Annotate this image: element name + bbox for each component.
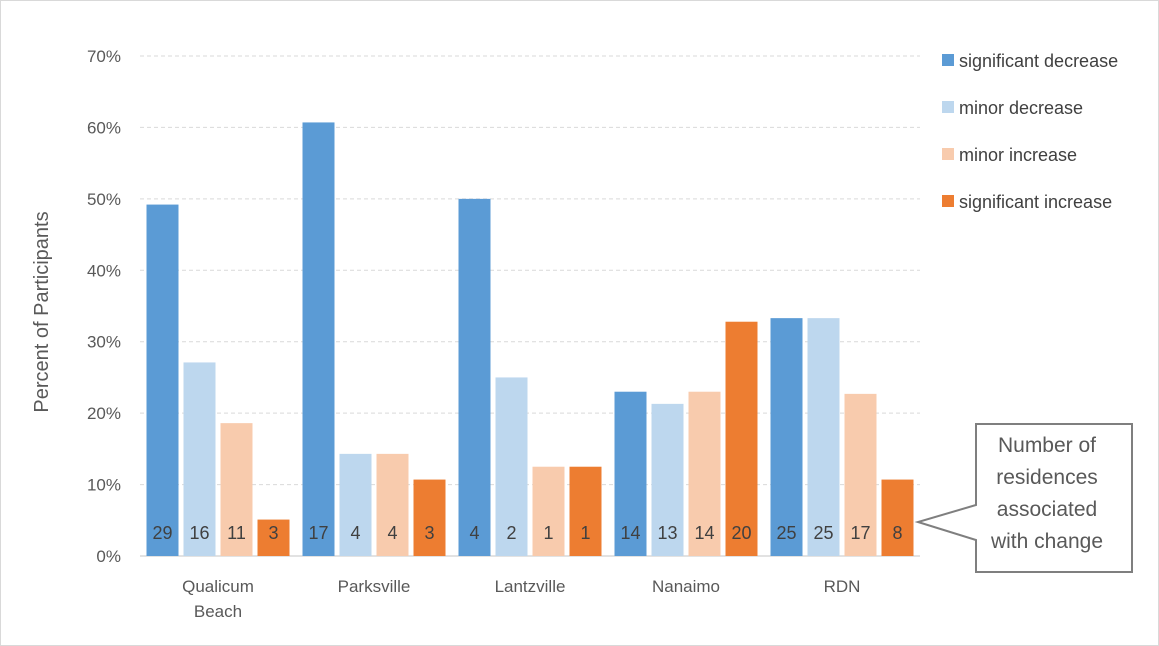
legend-label: significant decrease — [959, 51, 1118, 71]
x-tick-label: Beach — [194, 602, 242, 621]
bar-count-label: 17 — [308, 523, 328, 543]
bar-count-label: 4 — [469, 523, 479, 543]
bar-count-label: 11 — [227, 523, 246, 543]
callout-text: with change — [990, 530, 1103, 553]
bar-count-label: 2 — [506, 523, 516, 543]
x-tick-label: Qualicum — [182, 577, 254, 596]
bar-count-label: 29 — [152, 523, 172, 543]
y-tick-label: 40% — [87, 261, 121, 280]
bar-count-label: 16 — [189, 523, 209, 543]
bar-count-label: 13 — [657, 523, 677, 543]
callout-text: Number of — [998, 434, 1096, 457]
y-tick-label: 50% — [87, 190, 121, 209]
legend-swatch — [942, 195, 954, 207]
bar-count-label: 14 — [620, 523, 640, 543]
bar — [147, 205, 179, 556]
callout-text: associated — [997, 498, 1097, 521]
bar — [726, 322, 758, 556]
y-tick-label: 30% — [87, 333, 121, 352]
bar-count-label: 3 — [268, 523, 278, 543]
bar-count-label: 17 — [850, 523, 870, 543]
y-tick-label: 10% — [87, 476, 121, 495]
y-tick-label: 0% — [96, 547, 121, 566]
y-axis-label: Percent of Participants — [31, 211, 53, 412]
bar-count-label: 1 — [580, 523, 590, 543]
bar-count-label: 25 — [813, 523, 833, 543]
bar — [303, 122, 335, 556]
bar — [882, 480, 914, 556]
legend-swatch — [942, 54, 954, 66]
callout-text: residences — [996, 466, 1098, 489]
bar-count-label: 4 — [350, 523, 360, 543]
x-tick-label: Parksville — [338, 577, 411, 596]
bar — [459, 199, 491, 556]
y-tick-label: 60% — [87, 118, 121, 137]
legend-swatch — [942, 148, 954, 160]
legend-label: minor increase — [959, 145, 1077, 165]
bar-count-label: 14 — [694, 523, 714, 543]
bar-count-label: 4 — [387, 523, 397, 543]
bar — [771, 318, 803, 556]
bar-count-label: 8 — [892, 523, 902, 543]
legend-label: minor decrease — [959, 98, 1083, 118]
x-tick-label: Nanaimo — [652, 577, 720, 596]
bar — [414, 480, 446, 556]
legend-label: significant increase — [959, 192, 1112, 212]
x-tick-label: Lantzville — [495, 577, 566, 596]
bar-count-label: 1 — [543, 523, 553, 543]
bar-count-label: 20 — [731, 523, 751, 543]
bar-count-label: 3 — [424, 523, 434, 543]
legend-swatch — [942, 101, 954, 113]
bar — [808, 318, 840, 556]
y-tick-label: 20% — [87, 404, 121, 423]
x-tick-label: RDN — [824, 577, 861, 596]
bar-count-label: 25 — [776, 523, 796, 543]
y-tick-label: 70% — [87, 47, 121, 66]
